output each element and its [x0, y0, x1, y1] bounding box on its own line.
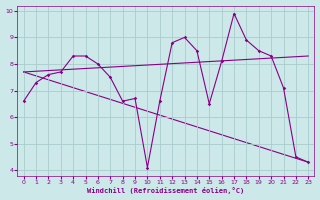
X-axis label: Windchill (Refroidissement éolien,°C): Windchill (Refroidissement éolien,°C) — [87, 187, 244, 194]
